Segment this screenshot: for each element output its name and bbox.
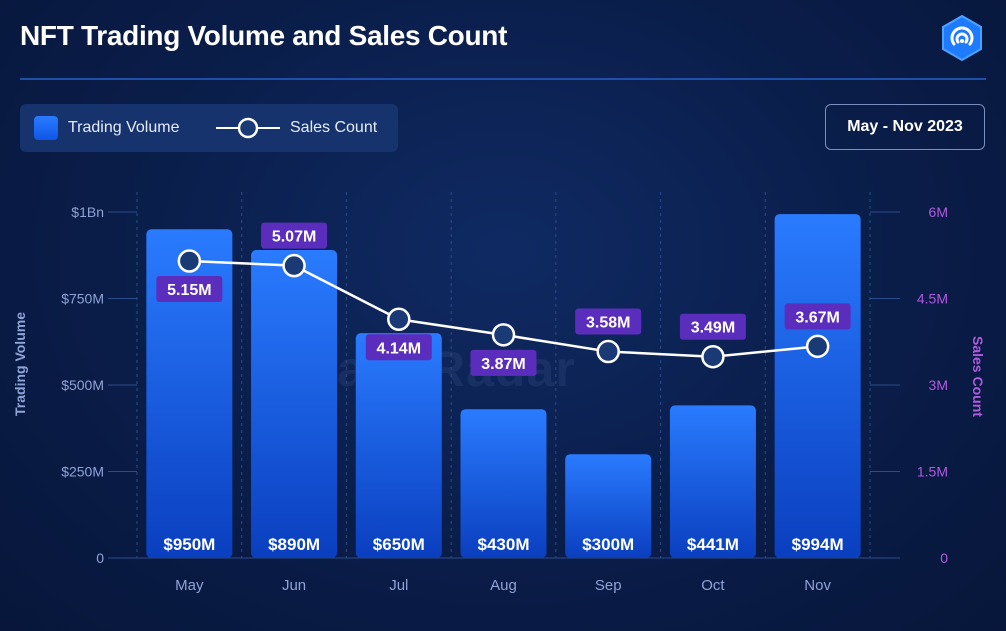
- sales-count-point-oct: [701, 344, 725, 369]
- sales-count-label: 3.58M: [586, 315, 630, 332]
- sales-count-point-jun: [282, 253, 306, 278]
- sales-count-label: 3.87M: [481, 356, 525, 373]
- sales-count-label-bg: [261, 222, 328, 249]
- x-tick-label: Oct: [701, 577, 725, 594]
- y-tick-label-left: 0: [96, 550, 104, 566]
- legend-trading-volume-label: Trading Volume: [68, 119, 180, 136]
- page-title: NFT Trading Volume and Sales Count: [20, 20, 508, 51]
- sales-count-label-bg: [784, 303, 851, 330]
- header-divider: [20, 78, 986, 80]
- bar-value-label: $650M: [373, 535, 425, 554]
- sales-count-label-bg: [365, 334, 432, 361]
- sales-count-label-bg: [156, 276, 223, 303]
- bar-value-label: $950M: [163, 535, 215, 554]
- bar-may: [146, 229, 233, 559]
- x-tick-label: Aug: [490, 577, 517, 594]
- x-tick-label: Jul: [389, 577, 408, 594]
- y-tick-label-left: $500M: [61, 377, 104, 393]
- bar-value-label: $441M: [687, 535, 739, 554]
- y-tick-label-right: 3M: [929, 377, 948, 393]
- bar-jul: [355, 333, 442, 558]
- sales-count-label: 3.49M: [691, 320, 735, 337]
- sales-count-point-may: [177, 249, 202, 273]
- x-tick-label: May: [175, 577, 204, 594]
- sales-count-point-aug: [491, 323, 516, 347]
- y-tick-label-right: 1.5M: [917, 464, 948, 480]
- sales-count-line-icon: [216, 117, 280, 139]
- bar-oct: [669, 405, 756, 558]
- x-tick-label: Nov: [804, 577, 831, 594]
- bar-nov: [774, 214, 861, 559]
- y-tick-label-right: 6M: [929, 204, 948, 220]
- y-tick-label-right: 0: [940, 550, 948, 566]
- sales-count-label-bg: [679, 313, 746, 340]
- bar-aug: [460, 409, 547, 558]
- sales-count-label-bg: [470, 349, 537, 376]
- dappradar-logo-icon: [942, 14, 982, 62]
- y-tick-label-left: $1Bn: [71, 204, 104, 220]
- sales-count-label: 5.15M: [167, 282, 211, 299]
- bar-jun: [251, 250, 338, 558]
- bar-value-label: $430M: [478, 535, 530, 554]
- y-tick-label-right: 4.5M: [917, 291, 948, 307]
- sales-count-label: 4.14M: [377, 340, 421, 357]
- sales-count-label: 5.07M: [272, 229, 316, 246]
- sales-count-point-jul: [387, 307, 411, 332]
- sales-count-point-sep: [596, 339, 620, 364]
- bar-value-label: $994M: [792, 535, 844, 554]
- trading-volume-swatch-icon: [34, 116, 58, 140]
- chart-legend: Trading Volume Sales Count: [20, 104, 398, 152]
- date-range-button[interactable]: May - Nov 2023: [825, 104, 985, 150]
- bar-value-label: $890M: [268, 535, 320, 554]
- y-tick-label-left: $250M: [61, 464, 104, 480]
- x-tick-label: Jun: [282, 577, 306, 594]
- sales-count-label-bg: [575, 308, 642, 335]
- sales-count-label: 3.67M: [795, 309, 839, 326]
- x-tick-label: Sep: [595, 577, 622, 594]
- sales-count-point-nov: [805, 334, 830, 359]
- y-tick-label-left: $750M: [61, 291, 104, 307]
- bar-sep: [565, 454, 652, 558]
- bar-value-label: $300M: [582, 535, 634, 554]
- legend-sales-count-label: Sales Count: [290, 119, 378, 136]
